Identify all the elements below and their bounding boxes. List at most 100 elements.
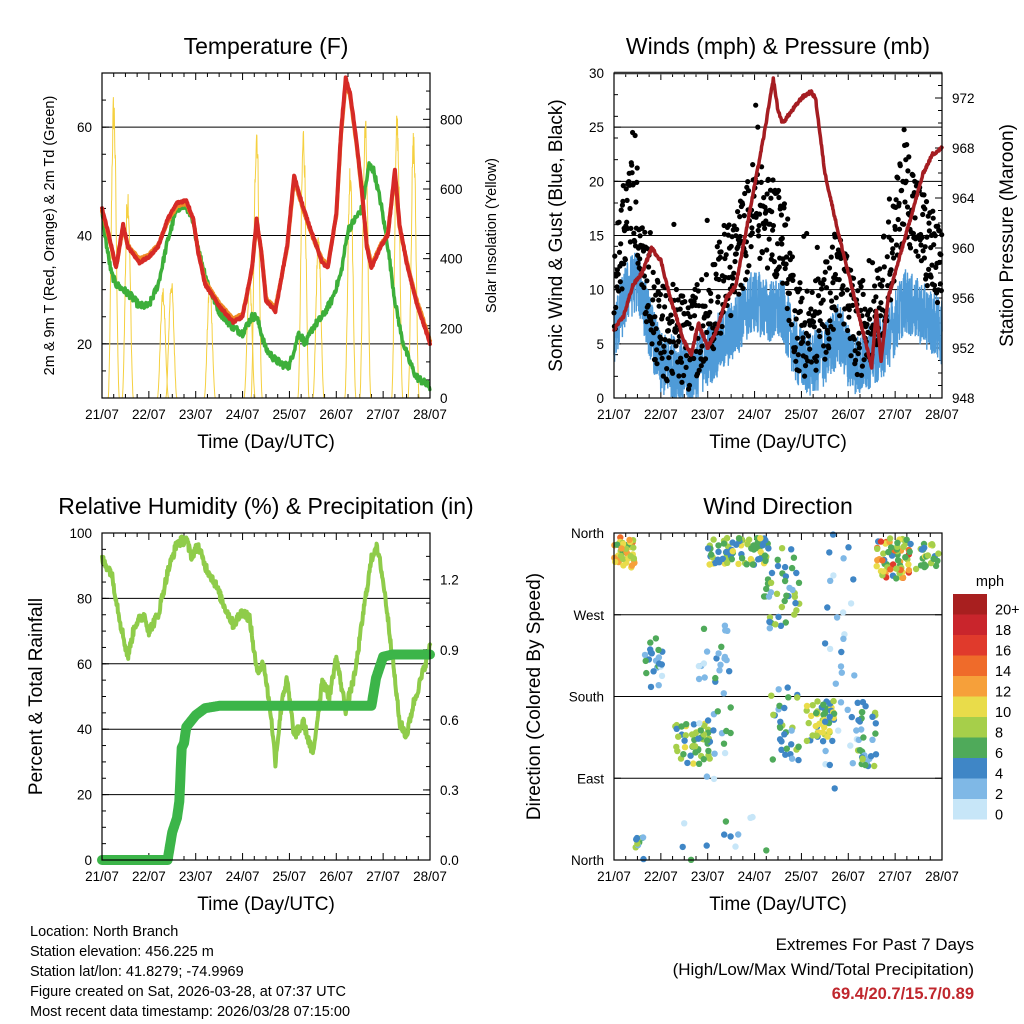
gust-point — [885, 219, 892, 225]
plot-area — [97, 534, 435, 865]
direction-point — [711, 750, 718, 757]
direction-point — [782, 751, 789, 758]
gust-point — [675, 338, 682, 344]
direction-point — [700, 660, 708, 667]
gust-point — [892, 226, 898, 232]
gust-point — [881, 233, 887, 239]
gust-point — [923, 199, 930, 205]
gust-point — [623, 186, 629, 192]
gust-point — [629, 170, 635, 176]
gust-point — [665, 316, 671, 322]
direction-point — [877, 538, 885, 545]
gust-point — [661, 349, 667, 355]
gust-point — [797, 286, 803, 292]
direction-point — [768, 692, 775, 699]
gust-point — [799, 339, 806, 345]
x-axis-title: Time (Day/UTC) — [197, 894, 335, 915]
gust-point — [741, 213, 747, 219]
gust-point — [919, 235, 925, 241]
direction-point — [619, 555, 627, 563]
direction-point — [727, 704, 734, 711]
chart-title: Winds (mph) & Pressure (mb) — [626, 33, 930, 59]
direction-point — [681, 737, 688, 744]
gust-point — [889, 250, 895, 256]
gust-point — [616, 249, 623, 255]
direction-point — [826, 549, 833, 556]
gust-point — [826, 345, 832, 351]
y-tick-label: 20 — [589, 174, 604, 189]
direction-point — [885, 548, 892, 556]
gust-point — [855, 288, 861, 294]
direction-point — [788, 546, 795, 553]
chart-title: Wind Direction — [703, 493, 853, 519]
y-tick-label: 20 — [77, 337, 92, 352]
x-tick-label: 26/07 — [319, 869, 353, 884]
gust-point — [654, 361, 660, 367]
gust-point — [786, 290, 793, 296]
direction-point — [849, 760, 856, 767]
gust-point — [823, 349, 829, 355]
gust-point — [664, 378, 670, 384]
direction-point — [712, 674, 719, 682]
direction-point — [655, 646, 662, 654]
gust-point — [618, 241, 624, 247]
direction-point — [747, 814, 754, 821]
gust-point — [815, 293, 822, 299]
plot-area — [611, 531, 942, 863]
direction-point — [704, 545, 712, 552]
direction-point — [847, 742, 854, 749]
gust-point — [836, 277, 842, 283]
direction-point — [782, 619, 789, 626]
direction-point — [894, 539, 901, 546]
direction-point — [805, 719, 812, 727]
gust-point — [703, 272, 710, 278]
direction-point — [706, 561, 713, 568]
chart-winds: Winds (mph) & Pressure (mb) 21/07 22/07 23/… — [546, 33, 1018, 453]
gust-point — [759, 250, 766, 256]
solar-insolation-peak — [156, 288, 169, 399]
x-tick-label: 22/07 — [132, 869, 166, 884]
direction-point — [829, 531, 837, 538]
gust-point — [632, 132, 638, 139]
gust-point — [768, 195, 774, 201]
gust-point — [886, 196, 893, 202]
gust-point — [681, 372, 687, 379]
x-tick-label: 27/07 — [366, 869, 400, 884]
direction-point — [821, 724, 828, 731]
gust-point — [850, 302, 856, 308]
direction-point — [862, 703, 869, 710]
direction-point — [762, 557, 769, 564]
gust-point — [795, 352, 801, 358]
gust-point — [748, 244, 754, 250]
gust-point — [669, 318, 675, 325]
solar-insolation-peak — [344, 168, 357, 399]
gust-point — [624, 219, 630, 225]
gust-point — [697, 348, 704, 354]
direction-point — [640, 855, 647, 863]
direction-point — [643, 669, 650, 677]
gust-point — [824, 259, 830, 265]
direction-point — [678, 723, 685, 730]
solar-insolation-peak — [297, 131, 310, 399]
gust-point — [704, 329, 710, 335]
direction-point — [840, 635, 847, 642]
gust-point — [881, 264, 887, 270]
gust-point — [757, 255, 763, 261]
direction-point — [827, 577, 834, 584]
direction-point — [655, 682, 662, 689]
gust-point — [750, 162, 756, 168]
gust-point — [829, 298, 835, 304]
gust-point — [707, 309, 713, 315]
direction-point — [679, 843, 686, 851]
direction-point — [714, 556, 721, 563]
direction-point — [858, 726, 865, 733]
gust-point — [655, 279, 661, 285]
direction-point — [729, 539, 736, 546]
gust-point — [813, 367, 819, 373]
gust-point — [789, 254, 796, 260]
direction-point — [777, 622, 785, 629]
direction-point — [695, 675, 703, 683]
gust-point — [833, 295, 839, 301]
gust-point — [639, 225, 645, 231]
